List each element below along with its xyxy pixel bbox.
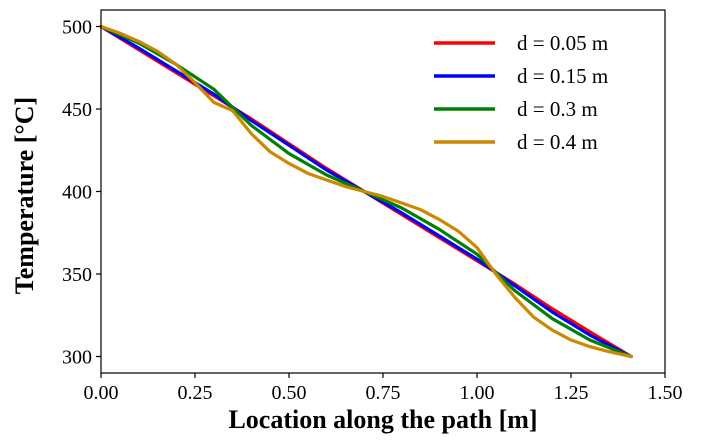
y-tick-label: 400	[62, 182, 92, 204]
x-tick-label: 0.50	[272, 382, 307, 404]
legend-label-3: d = 0.3 m	[517, 97, 598, 121]
legend-label-4: d = 0.4 m	[517, 130, 598, 154]
x-tick-label: 1.50	[648, 382, 683, 404]
x-tick-label: 0.00	[84, 382, 119, 404]
y-tick-label: 300	[62, 347, 92, 369]
plot-area	[101, 10, 665, 373]
y-tick-label: 350	[62, 264, 92, 286]
axes: 0.00 0.25 0.50 0.75 1.00 1.25 1.50 300 350 400 450…	[62, 9, 683, 404]
y-axis-label: Temperature [°C]	[10, 97, 39, 294]
legend: d = 0.05 m d = 0.15 m d = 0.3 m d = 0.4 m	[434, 31, 608, 154]
legend-label-1: d = 0.05 m	[517, 31, 608, 55]
y-tick-label: 500	[62, 17, 92, 39]
plot-background	[101, 10, 665, 373]
y-tick-label: 450	[62, 99, 92, 121]
x-tick-label: 1.25	[554, 382, 589, 404]
x-tick-label: 1.00	[460, 382, 495, 404]
x-tick-label: 0.25	[178, 382, 213, 404]
x-tick-label: 0.75	[366, 382, 401, 404]
legend-label-2: d = 0.15 m	[517, 64, 608, 88]
x-axis-label: Location along the path [m]	[228, 405, 537, 434]
series-line-4	[99, 24, 633, 359]
series-lines	[99, 24, 633, 359]
